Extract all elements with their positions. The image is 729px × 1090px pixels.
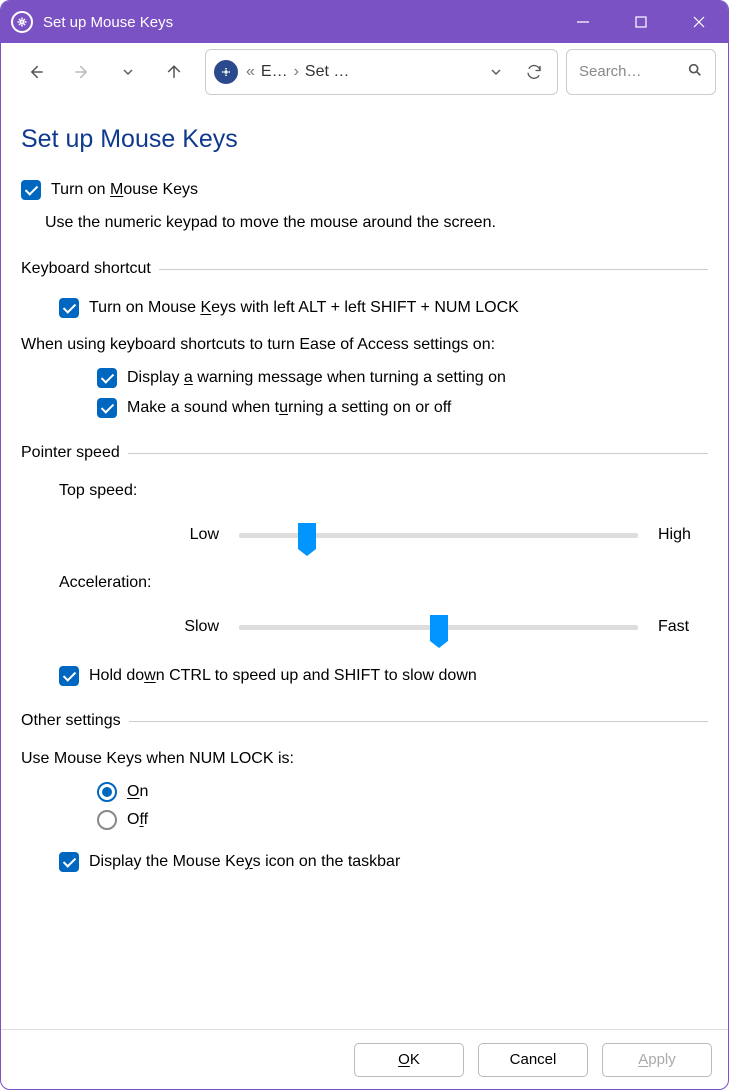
taskbar-icon-checkbox[interactable] xyxy=(59,852,79,872)
dialog-footer: OK Cancel Apply xyxy=(1,1029,728,1089)
turn-on-mouse-keys-row: Turn on Mouse Keys xyxy=(21,180,708,200)
keyboard-shortcut-group: Keyboard shortcut Turn on Mouse Keys wit… xyxy=(21,260,708,418)
ok-button[interactable]: OK xyxy=(354,1043,464,1077)
top-speed-high: High xyxy=(658,526,708,544)
when-using-text: When using keyboard shortcuts to turn Ea… xyxy=(21,336,708,354)
content-area: Set up Mouse Keys Turn on Mouse Keys Use… xyxy=(1,101,728,1029)
search-icon xyxy=(687,62,703,82)
make-sound-checkbox[interactable] xyxy=(97,398,117,418)
breadcrumb-part-1[interactable]: E… xyxy=(261,63,288,81)
turn-on-description: Use the numeric keypad to move the mouse… xyxy=(45,214,708,232)
ctrl-shift-row: Hold down CTRL to speed up and SHIFT to … xyxy=(59,666,708,686)
turn-on-mouse-keys-label: Turn on Mouse Keys xyxy=(51,181,198,199)
maximize-button[interactable] xyxy=(612,1,670,43)
numlock-on-label: On xyxy=(127,783,148,801)
numlock-on-row: On xyxy=(97,782,708,802)
address-dropdown[interactable] xyxy=(481,64,511,80)
top-speed-block: Top speed: Low High xyxy=(59,482,708,550)
pointer-speed-legend: Pointer speed xyxy=(21,444,128,462)
up-button[interactable] xyxy=(151,49,197,95)
display-warning-row: Display a warning message when turning a… xyxy=(97,368,708,388)
top-speed-low: Low xyxy=(119,526,219,544)
keyboard-shortcut-legend: Keyboard shortcut xyxy=(21,260,159,278)
numlock-label: Use Mouse Keys when NUM LOCK is: xyxy=(21,750,708,768)
enable-shortcut-label: Turn on Mouse Keys with left ALT + left … xyxy=(89,299,519,317)
search-box[interactable] xyxy=(566,49,716,95)
display-warning-label: Display a warning message when turning a… xyxy=(127,369,506,387)
numlock-off-label: Off xyxy=(127,811,148,829)
numlock-off-radio[interactable] xyxy=(97,810,117,830)
other-settings-group: Other settings Use Mouse Keys when NUM L… xyxy=(21,712,708,872)
taskbar-icon-row: Display the Mouse Keys icon on the taskb… xyxy=(59,852,708,872)
address-bar[interactable]: « E… › Set … xyxy=(205,49,558,95)
back-button[interactable] xyxy=(13,49,59,95)
refresh-button[interactable] xyxy=(519,63,549,81)
numlock-on-radio[interactable] xyxy=(97,782,117,802)
ctrl-shift-checkbox[interactable] xyxy=(59,666,79,686)
cancel-button[interactable]: Cancel xyxy=(478,1043,588,1077)
window-title: Set up Mouse Keys xyxy=(43,14,554,31)
apply-button[interactable]: Apply xyxy=(602,1043,712,1077)
search-input[interactable] xyxy=(579,63,681,80)
acceleration-label: Acceleration: xyxy=(59,574,708,592)
app-icon xyxy=(11,11,33,33)
titlebar: Set up Mouse Keys xyxy=(1,1,728,43)
enable-shortcut-checkbox[interactable] xyxy=(59,298,79,318)
acceleration-slow: Slow xyxy=(119,618,219,636)
taskbar-icon-label: Display the Mouse Keys icon on the taskb… xyxy=(89,853,400,871)
acceleration-fast: Fast xyxy=(658,618,708,636)
window: Set up Mouse Keys « xyxy=(0,0,729,1090)
breadcrumb-part-2[interactable]: Set … xyxy=(305,63,349,81)
other-settings-legend: Other settings xyxy=(21,712,129,730)
close-button[interactable] xyxy=(670,1,728,43)
pointer-speed-group: Pointer speed Top speed: Low High Accele… xyxy=(21,444,708,686)
toolbar: « E… › Set … xyxy=(1,43,728,101)
top-speed-label: Top speed: xyxy=(59,482,708,500)
numlock-off-row: Off xyxy=(97,810,708,830)
turn-on-mouse-keys-checkbox[interactable] xyxy=(21,180,41,200)
ctrl-shift-label: Hold down CTRL to speed up and SHIFT to … xyxy=(89,667,477,685)
acceleration-slider[interactable] xyxy=(239,612,638,642)
top-speed-slider[interactable] xyxy=(239,520,638,550)
forward-button[interactable] xyxy=(59,49,105,95)
minimize-button[interactable] xyxy=(554,1,612,43)
acceleration-block: Acceleration: Slow Fast xyxy=(59,574,708,642)
recent-dropdown[interactable] xyxy=(105,49,151,95)
make-sound-label: Make a sound when turning a setting on o… xyxy=(127,399,451,417)
page-title: Set up Mouse Keys xyxy=(21,125,708,154)
display-warning-checkbox[interactable] xyxy=(97,368,117,388)
breadcrumb: « E… › Set … xyxy=(246,63,473,81)
enable-shortcut-row: Turn on Mouse Keys with left ALT + left … xyxy=(59,298,708,318)
control-panel-icon xyxy=(214,60,238,84)
make-sound-row: Make a sound when turning a setting on o… xyxy=(97,398,708,418)
